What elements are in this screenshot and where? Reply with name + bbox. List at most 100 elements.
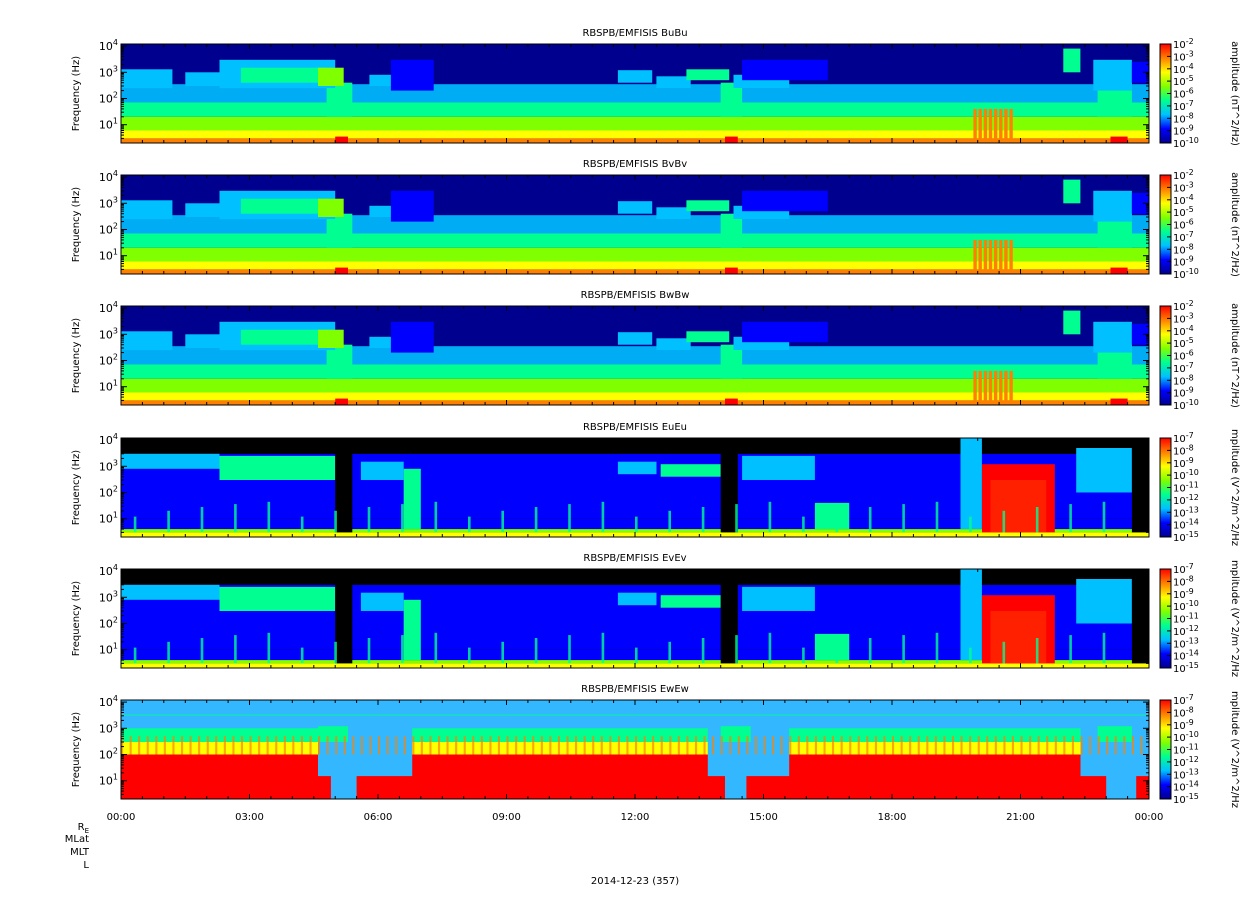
x-tick-label: 09:00 <box>492 812 521 823</box>
spectral-spike <box>669 736 672 755</box>
spectral-spike <box>133 516 137 533</box>
spectral-spike <box>568 504 571 533</box>
spectral-spike <box>1097 736 1100 755</box>
spectral-spike <box>900 736 903 755</box>
spectral-spike <box>883 736 886 755</box>
x-tick-label: 00:00 <box>1135 812 1164 823</box>
spectral-burst <box>978 108 982 143</box>
spectral-burst <box>988 370 993 405</box>
spectral-spike <box>532 736 535 755</box>
spectral-burst <box>983 239 988 274</box>
y-tick-label: 104 <box>99 38 118 53</box>
spectrogram-image <box>121 306 1149 405</box>
panel-title: RBSPB/EMFISIS EuEu <box>583 422 687 433</box>
spectral-spike <box>635 736 638 755</box>
spectral-spike <box>198 736 201 755</box>
spectrogram-image <box>121 175 1149 274</box>
spectral-burst <box>999 239 1003 274</box>
spectral-feature <box>240 67 327 83</box>
spectral-spike <box>849 736 852 755</box>
x-tick-label: 06:00 <box>364 812 393 823</box>
spectral-feature <box>121 331 173 351</box>
spectral-spike <box>318 736 321 755</box>
spectral-burst <box>1009 370 1013 405</box>
spectrogram-image <box>121 700 1149 799</box>
spectral-burst <box>999 370 1003 405</box>
spectral-feature <box>617 70 653 83</box>
spectral-spike <box>463 736 466 755</box>
spectral-spike <box>223 736 226 755</box>
spectral-spike <box>1037 736 1040 755</box>
spectral-spike <box>1035 638 1039 664</box>
x-tick-label: 21:00 <box>1006 812 1035 823</box>
spectral-spike <box>735 635 738 664</box>
spectral-feature <box>1131 438 1149 533</box>
y-tick-label: 101 <box>99 773 118 788</box>
spectral-feature <box>335 569 353 664</box>
spectral-spike <box>746 736 749 755</box>
colorbar-tick-label: 10-7 <box>1173 693 1194 707</box>
spectral-spike <box>515 736 518 755</box>
colorbar-tick-label: 10-5 <box>1173 336 1194 350</box>
y-tick-label: 102 <box>99 91 118 106</box>
spectral-spike <box>789 736 792 755</box>
spectral-spike <box>367 638 371 664</box>
spectrogram-panel-2: RBSPB/EMFISIS BvBv 101 102 103 104 Frequency … <box>71 159 1240 281</box>
spectral-spike <box>1106 736 1109 755</box>
y-axis-label: Frequency (Hz) <box>71 56 82 132</box>
colorbar-tick-label: 10-4 <box>1173 324 1194 338</box>
spectral-spike <box>343 736 346 755</box>
spectral-spike <box>668 641 671 664</box>
spectral-feature <box>1093 59 1132 91</box>
spectrogram-panel-4: RBSPB/EMFISIS EuEu 101 102 103 104 Frequency … <box>71 422 1240 546</box>
colorbar-tick-label: 10-9 <box>1173 587 1194 601</box>
spectral-spike <box>1131 736 1134 755</box>
colorbar-tick-label: 10-6 <box>1173 349 1194 363</box>
spectral-spike <box>1054 736 1057 755</box>
spectral-spike <box>267 632 271 664</box>
spectral-spike <box>234 504 237 533</box>
spectral-feature <box>617 592 657 606</box>
colorbar-tick-label: 10-10 <box>1173 468 1199 482</box>
y-tick-label: 102 <box>99 616 118 631</box>
time-axis: RE MLat MLT L 2014-12-23 (357) 00:00 03:0… <box>65 812 1164 887</box>
panel-title: RBSPB/EMFISIS BuBu <box>582 28 687 39</box>
spectral-spike <box>386 736 389 755</box>
y-axis-label: Frequency (Hz) <box>71 581 82 657</box>
y-tick-label: 104 <box>99 432 118 447</box>
spectral-feature <box>814 633 850 661</box>
spectral-spike <box>300 647 304 664</box>
spectral-spike <box>868 507 872 533</box>
spectral-hotspot <box>725 398 738 405</box>
spectral-band-low <box>121 116 1149 131</box>
spectral-spike <box>840 736 843 755</box>
colorbar-tick-label: 10-12 <box>1173 755 1199 769</box>
spectral-spike <box>403 736 406 755</box>
spectral-feature <box>686 69 730 81</box>
spectral-spike <box>737 736 740 755</box>
spectral-spike <box>652 736 655 755</box>
y-axis-label: Frequency (Hz) <box>71 318 82 394</box>
spectral-feature <box>1063 179 1081 204</box>
spectral-feature <box>1131 323 1149 345</box>
spectral-feature <box>720 726 751 742</box>
spectral-spike <box>703 736 706 755</box>
panels-layer: RBSPB/EMFISIS BuBu 101 102 103 104 Frequency … <box>71 28 1240 808</box>
spectral-spike <box>1002 510 1006 533</box>
spectral-feature <box>617 201 653 214</box>
y-axis-label: Frequency (Hz) <box>71 450 82 526</box>
colorbar-tick-label: 10-8 <box>1173 705 1194 719</box>
spectral-feature <box>485 607 593 619</box>
spectral-feature <box>121 453 220 469</box>
spectral-burst <box>993 370 998 405</box>
colorbar-tick-label: 10-7 <box>1173 431 1194 445</box>
spectral-spike <box>429 736 432 755</box>
spectral-feature <box>720 438 738 533</box>
spectral-hotspot <box>335 136 348 143</box>
spectral-burst <box>1004 239 1008 274</box>
spectral-spike <box>534 507 538 533</box>
spectral-spike <box>617 736 620 755</box>
spectral-hump <box>720 344 743 379</box>
colorbar-tick-label: 10-11 <box>1173 743 1199 757</box>
spectral-feature <box>1131 569 1149 664</box>
